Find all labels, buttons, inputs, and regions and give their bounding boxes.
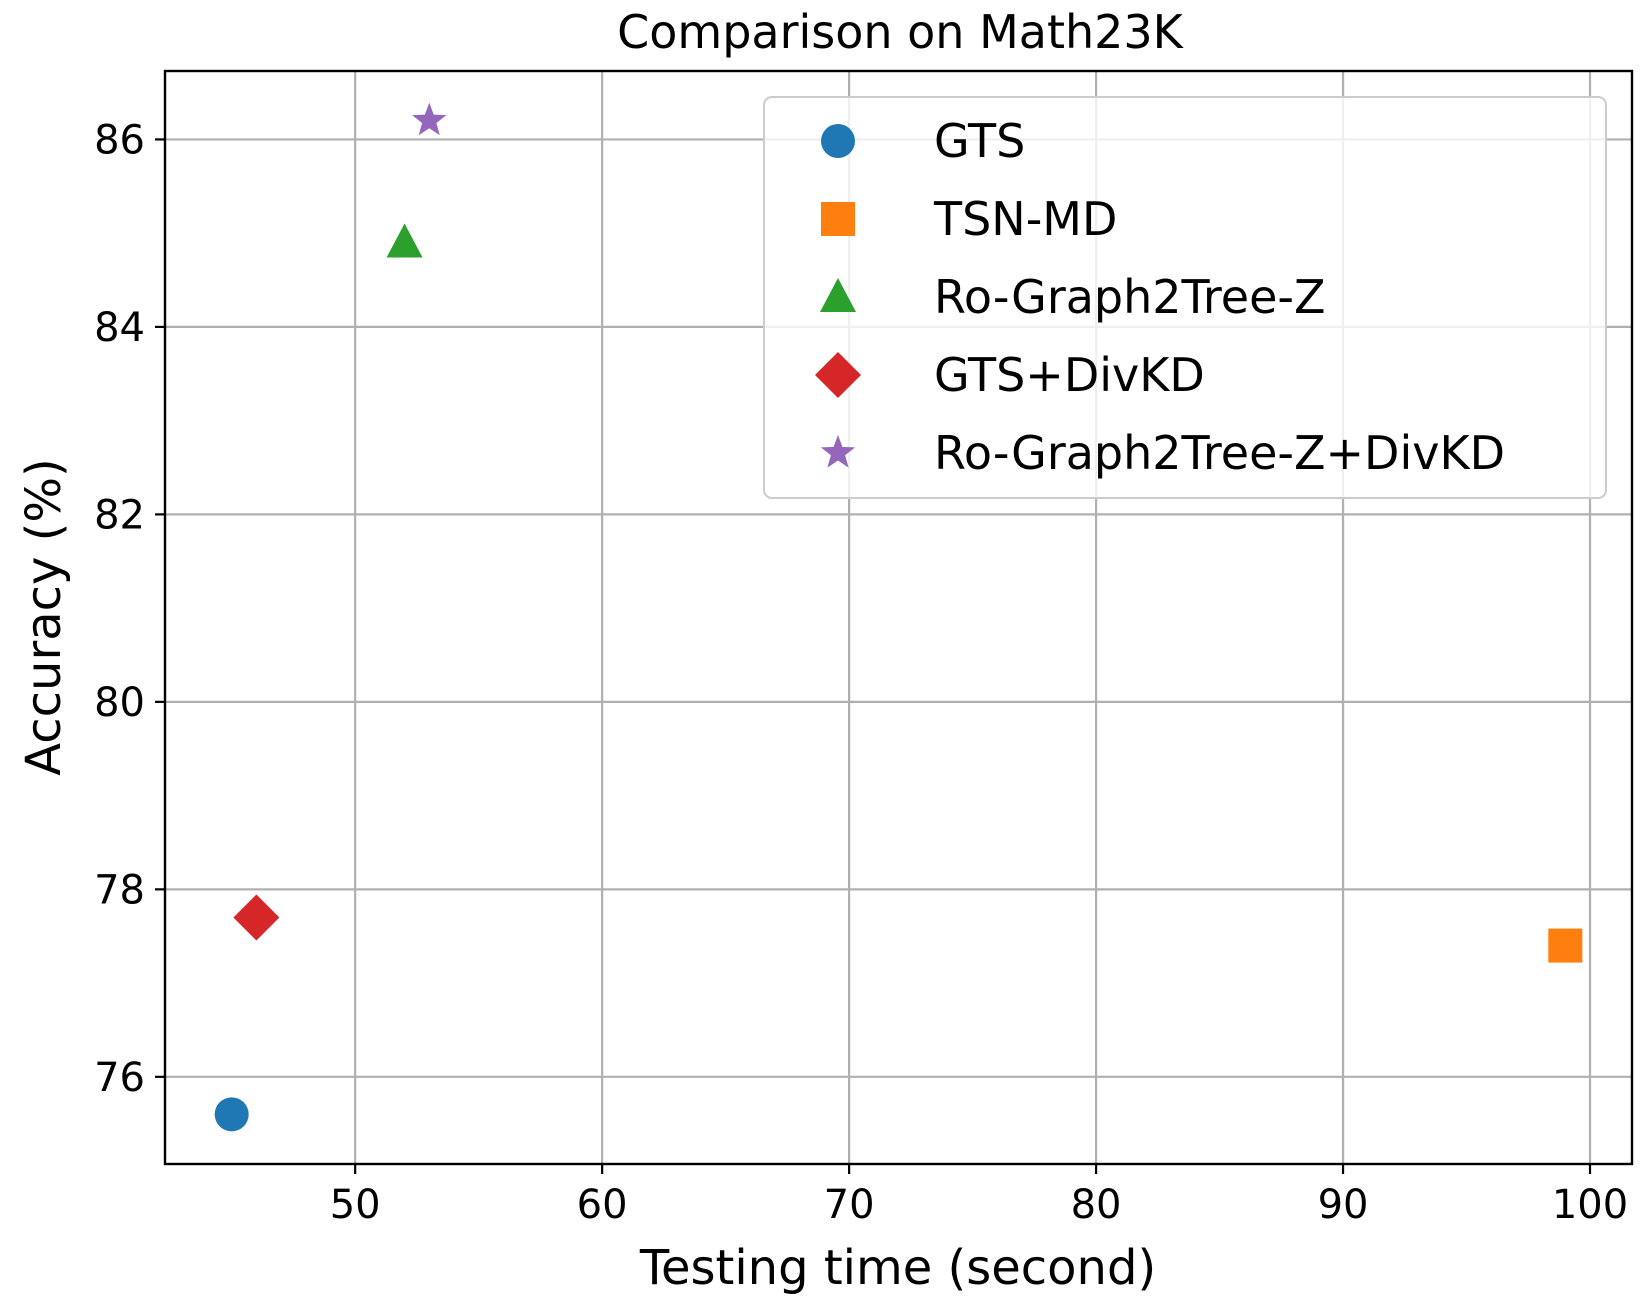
y-tick-label: 76 xyxy=(94,1055,145,1101)
point-tsn-md xyxy=(1548,928,1583,963)
y-axis-label: Accuracy (%) xyxy=(16,458,72,775)
x-tick-label: 70 xyxy=(824,1182,875,1228)
x-tick-label: 60 xyxy=(577,1182,628,1228)
y-tick-label: 84 xyxy=(94,305,145,351)
y-tick-label: 86 xyxy=(94,117,145,163)
point-gts xyxy=(214,1097,249,1132)
x-axis-ticks: 50 60 70 80 90 100 xyxy=(330,1164,1628,1228)
y-tick-label: 80 xyxy=(94,680,145,726)
y-tick-label: 82 xyxy=(94,492,145,538)
legend-marker-gts-divkd xyxy=(815,352,861,398)
point-ro-graph2tree-z-divkd xyxy=(412,102,447,136)
legend-marker-gts xyxy=(821,124,855,158)
chart-title: Comparison on Math23K xyxy=(617,5,1185,59)
data-points xyxy=(214,102,1583,1132)
plot-frame xyxy=(163,69,1634,1166)
legend-box xyxy=(763,96,1607,499)
point-gts-divkd xyxy=(233,894,280,941)
legend-marker-tsn-md xyxy=(821,202,855,236)
legend-label-tsn-md: TSN-MD xyxy=(933,192,1117,246)
x-tick-label: 80 xyxy=(1071,1182,1122,1228)
legend: GTS TSN-MD Ro-Graph2Tree-Z GTS+DivKD Ro-Grap… xyxy=(763,96,1607,499)
x-tick-label: 90 xyxy=(1318,1182,1369,1228)
legend-label-ro-graph2tree-z: Ro-Graph2Tree-Z xyxy=(934,270,1326,324)
point-ro-graph2tree-z xyxy=(386,223,423,258)
x-tick-label: 100 xyxy=(1552,1182,1628,1228)
legend-label-gts: GTS xyxy=(934,114,1025,168)
x-tick-label: 50 xyxy=(330,1182,381,1228)
legend-label-ro-graph2tree-z-divkd: Ro-Graph2Tree-Z+DivKD xyxy=(934,426,1505,480)
y-axis-ticks: 76 78 80 82 84 86 xyxy=(94,117,165,1101)
x-axis-label: Testing time (second) xyxy=(639,1240,1156,1296)
y-tick-label: 78 xyxy=(94,867,145,913)
legend-marker-ro-graph2tree-z xyxy=(820,278,856,312)
legend-marker-ro-graph2tree-z-divkd xyxy=(820,435,856,468)
legend-label-gts-divkd: GTS+DivKD xyxy=(934,348,1205,402)
